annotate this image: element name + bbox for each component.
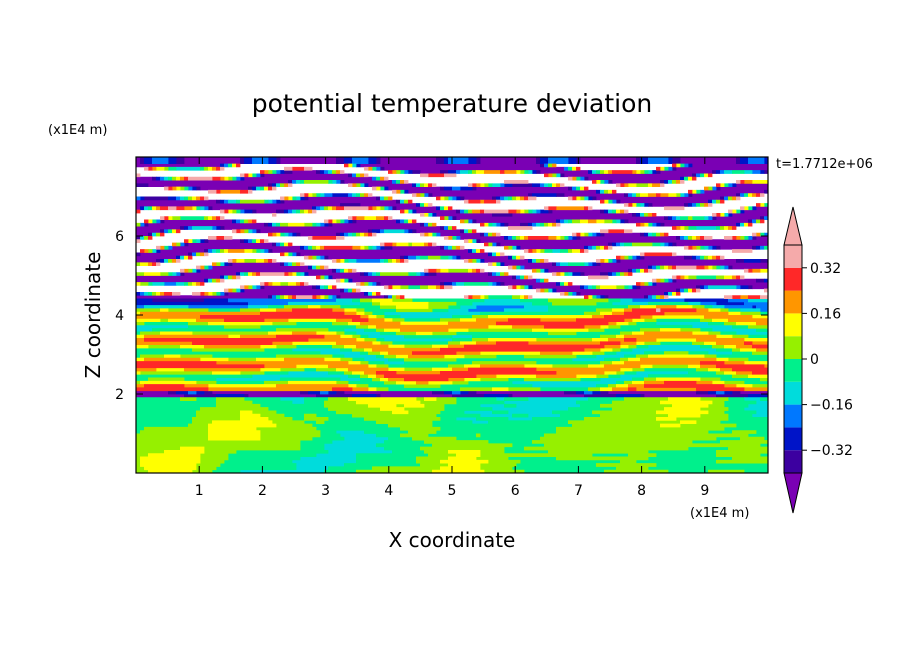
colorbar-box: [784, 427, 802, 451]
x-tick-label: 1: [195, 483, 204, 499]
colorbar-box: [784, 404, 802, 428]
x-tick-label: 3: [321, 483, 330, 499]
time-label: t=1.7712e+06: [776, 157, 873, 172]
y-tick-label: 4: [115, 308, 124, 324]
colorbar-box: [784, 381, 802, 405]
colorbar-extend-top: [783, 206, 803, 246]
colorbar-box: [784, 267, 802, 291]
colorbar-box: [784, 450, 802, 473]
colorbar-box: [784, 313, 802, 337]
colorbar-box: [784, 245, 802, 268]
colorbar-extend-bottom: [783, 472, 803, 514]
x-tick-label: 7: [574, 483, 583, 499]
y-axis: 2 4 6: [115, 229, 768, 403]
y-tick-label: 6: [115, 229, 124, 245]
x-tick-label: 8: [637, 483, 646, 499]
y-axis-label: Z coordinate: [81, 252, 105, 379]
colorbar-tick-label: 0: [810, 352, 819, 368]
contour-level-0: [136, 157, 768, 398]
colorbar-tick-label: −0.32: [810, 443, 853, 459]
x-tick-label: 2: [258, 483, 267, 499]
y-tick-label: 2: [115, 387, 124, 403]
x-axis: 1 2 3 4 5 6 7 8 9: [195, 157, 709, 499]
contour-level-8: [136, 163, 768, 392]
colorbar-tick-label: −0.16: [810, 398, 853, 414]
colorbar-box: [784, 359, 802, 382]
colorbar-box: [784, 290, 802, 314]
x-tick-label: 4: [384, 483, 393, 499]
colorbar-tick-label: 0.16: [810, 306, 841, 322]
x-unit-label: (x1E4 m): [690, 506, 749, 521]
colorbar-tick-label: 0.32: [810, 261, 841, 277]
x-axis-label: X coordinate: [389, 528, 516, 552]
x-tick-label: 5: [448, 483, 457, 499]
x-tick-label: 9: [700, 483, 709, 499]
chart-title: potential temperature deviation: [252, 89, 652, 118]
y-unit-label: (x1E4 m): [48, 123, 107, 138]
x-tick-label: 6: [511, 483, 520, 499]
colorbar: 0.32 0.16 0 −0.16 −0.32: [783, 206, 853, 514]
contour-level-6: [136, 163, 768, 473]
colorbar-box: [784, 336, 802, 359]
contour-level-9: [136, 163, 768, 392]
contour-field: [136, 157, 768, 473]
